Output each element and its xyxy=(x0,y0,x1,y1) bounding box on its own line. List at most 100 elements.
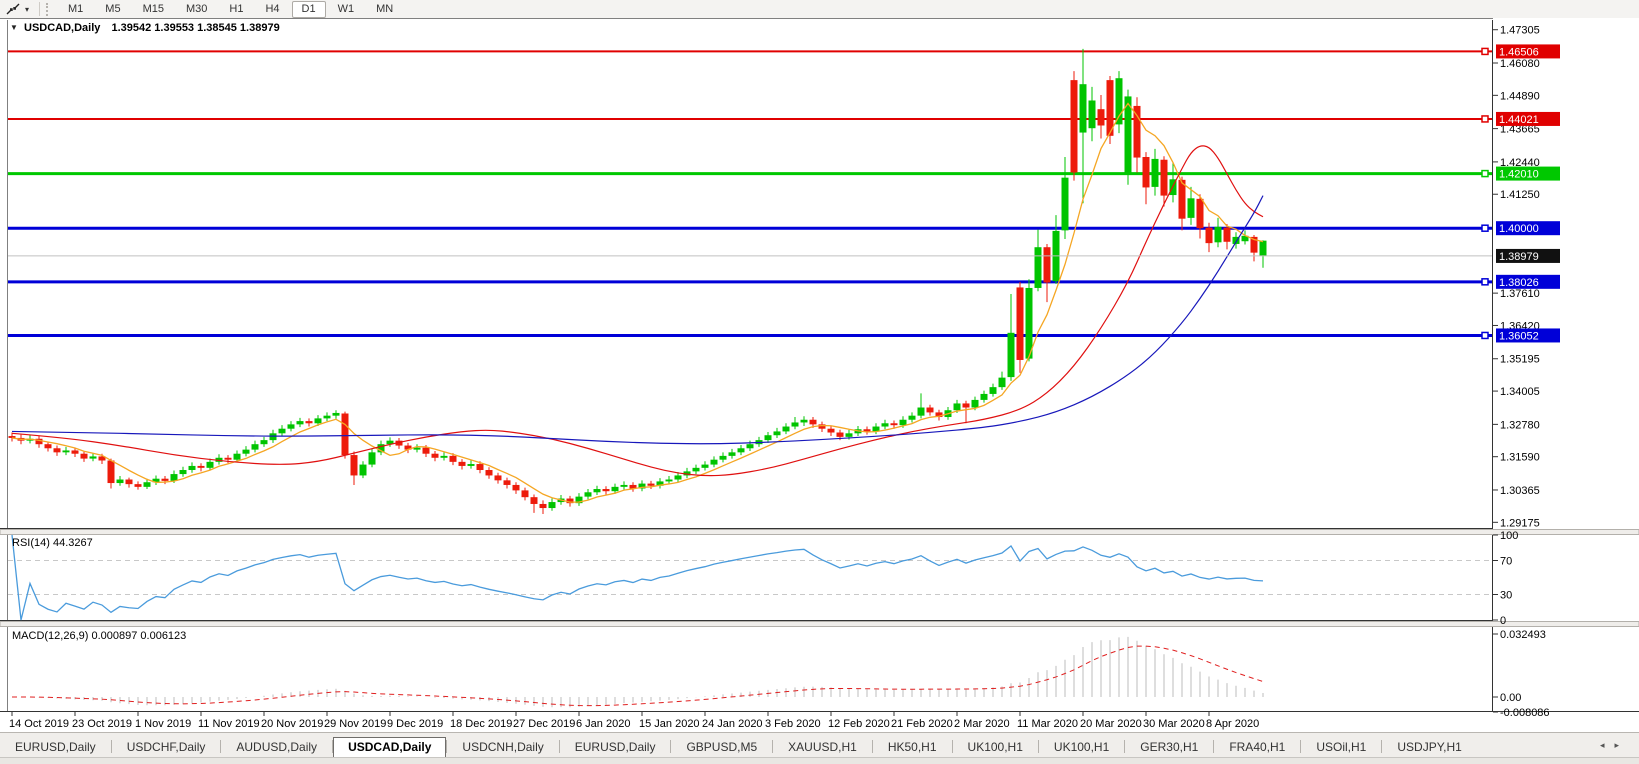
date-label: 12 Feb 2020 xyxy=(828,718,890,730)
timeframe-button-M15[interactable]: M15 xyxy=(142,2,164,15)
chart-tab-EURUSDDaily[interactable]: EURUSD,Daily xyxy=(574,740,656,754)
timeframe-button-group: M1 M5 M15 M30 H1 H4 D1 W1 MN xyxy=(57,0,404,18)
chart-tab-XAUUSDH1[interactable]: XAUUSD,H1 xyxy=(788,740,857,754)
chart-tab-USOilH1[interactable]: USOil,H1 xyxy=(1316,740,1367,754)
price-badge-1.44021-bg xyxy=(1496,111,1560,126)
chart-tab-USDJPYH1[interactable]: USDJPY,H1 xyxy=(1397,740,1462,754)
date-label: 20 Nov 2019 xyxy=(261,718,323,730)
status-bar xyxy=(0,757,1639,764)
chart-tab-USDCNHDaily[interactable]: USDCNH,Daily xyxy=(462,740,544,754)
line-handle-1.36052[interactable] xyxy=(1481,331,1489,340)
date-label: 1 Nov 2019 xyxy=(135,718,191,730)
line-handle-1.38026[interactable] xyxy=(1481,278,1489,286)
price-tick-label: 1.34005 xyxy=(1500,386,1540,398)
tab-separator xyxy=(871,740,873,753)
price-badge-1.42010: 1.42010 xyxy=(1499,169,1539,181)
date-label: 30 Mar 2020 xyxy=(1143,718,1205,730)
tab-scroll-left-icon[interactable]: ◂ xyxy=(1599,740,1615,750)
chart-tab-UK100H1[interactable]: UK100,H1 xyxy=(1053,740,1110,754)
timeframe-button-M1[interactable]: M1 xyxy=(68,2,84,15)
rsi-indicator-label: RSI(14) 44.3267 xyxy=(12,537,93,549)
rsi-axis-label: 0 xyxy=(1500,615,1506,627)
panel-separator[interactable] xyxy=(0,529,1639,535)
chart-symbol-label: USDCAD,Daily xyxy=(24,22,101,34)
tab-separator xyxy=(558,740,560,753)
tab-separator xyxy=(1213,740,1215,753)
chart-tab-USDCADDaily[interactable]: USDCAD,Daily xyxy=(333,737,447,758)
price-badge-1.42010-bg xyxy=(1496,166,1560,181)
price-badge-1.38026-bg xyxy=(1496,274,1560,289)
timeframe-button-M5[interactable]: M5 xyxy=(105,2,121,15)
chart-tab-AUDUSDDaily[interactable]: AUDUSD,Daily xyxy=(236,740,318,754)
price-tick-label: 1.35195 xyxy=(1500,354,1540,366)
timeframe-button-MN[interactable]: MN xyxy=(376,2,394,15)
price-badge-1.38026: 1.38026 xyxy=(1499,277,1539,289)
macd-histogram xyxy=(20,636,1264,708)
chart-tab-UK100H1[interactable]: UK100,H1 xyxy=(967,740,1023,754)
ma-slow-line xyxy=(11,195,1264,445)
macd-axis-label: 0.032493 xyxy=(1500,629,1546,641)
chart-tab-FRA40H1[interactable]: FRA40,H1 xyxy=(1229,740,1286,754)
price-axis-column[interactable] xyxy=(1493,18,1639,732)
line-handle-1.40000[interactable] xyxy=(1481,224,1489,232)
panel-separator[interactable] xyxy=(0,621,1639,627)
dropdown-caret-icon[interactable]: ▾ xyxy=(25,4,30,14)
ma-mid-line xyxy=(11,145,1264,477)
date-label: 23 Oct 2019 xyxy=(72,718,132,730)
tab-separator xyxy=(1124,740,1126,753)
date-label: 29 Nov 2019 xyxy=(324,718,386,730)
price-tick-label: 1.43665 xyxy=(1500,124,1540,136)
tab-scroll-right-icon[interactable]: ▸ xyxy=(1614,740,1629,750)
macd-axis-label: 0.00 xyxy=(1500,692,1521,704)
price-chart-canvas[interactable]: 1.47305 1.46080 1.44890 1.43665 1.42440 1.412… xyxy=(0,18,1639,732)
chart-tab-GER30H1[interactable]: GER30,H1 xyxy=(1140,740,1199,754)
macd-indicator-label: MACD(12,26,9) 0.000897 0.006123 xyxy=(12,630,187,642)
price-tick-label: 1.41250 xyxy=(1500,189,1540,201)
date-label: 11 Nov 2019 xyxy=(198,718,260,730)
macd-axis-label: -0.008086 xyxy=(1500,707,1550,719)
date-label: 2 Mar 2020 xyxy=(954,718,1010,730)
timeframe-button-H1[interactable]: H1 xyxy=(229,2,244,15)
chart-title: USDCAD,Daily 1.39542 1.39553 1.38545 1.3… xyxy=(24,22,280,34)
timeframe-button-H4[interactable]: H4 xyxy=(265,2,280,15)
timeframe-toolbar: ▾ M1 M5 M15 M30 H1 H4 D1 W1 MN xyxy=(0,0,1639,19)
chart-tab-USDCHFDaily[interactable]: USDCHF,Daily xyxy=(126,740,206,754)
current-price-badge-bg xyxy=(1496,248,1560,263)
chart-tab-GBPUSDM5[interactable]: GBPUSD,M5 xyxy=(686,740,758,754)
toolbar-divider xyxy=(39,2,41,16)
rsi-axis-label: 30 xyxy=(1500,590,1512,602)
toolbar-grip-handle[interactable] xyxy=(46,2,51,16)
date-label: 15 Jan 2020 xyxy=(639,718,700,730)
timeframe-button-M30[interactable]: M30 xyxy=(185,2,208,15)
tab-separator xyxy=(951,740,953,753)
price-badge-1.44021: 1.44021 xyxy=(1499,114,1539,126)
date-label: 9 Dec 2019 xyxy=(387,718,443,730)
chart-tool-button[interactable]: ▾ xyxy=(0,0,35,18)
price-tick-label: 1.42440 xyxy=(1500,157,1540,169)
price-tick-label: 1.47305 xyxy=(1500,25,1540,37)
timeframe-button-D1[interactable]: D1 xyxy=(291,0,326,18)
date-label: 21 Feb 2020 xyxy=(891,718,953,730)
tab-separator xyxy=(772,740,774,753)
line-handle-1.46506[interactable] xyxy=(1481,47,1489,56)
price-tick-label: 1.30365 xyxy=(1500,485,1540,497)
date-label: 6 Jan 2020 xyxy=(576,718,630,730)
one-click-collapse-icon[interactable]: ▼ xyxy=(10,23,18,32)
current-price-badge: 1.38979 xyxy=(1499,251,1539,263)
line-handle-1.42010[interactable] xyxy=(1481,169,1489,178)
date-label: 27 Dec 2019 xyxy=(513,718,575,730)
chart-tab-EURUSDDaily[interactable]: EURUSD,Daily xyxy=(15,740,96,754)
date-label: 24 Jan 2020 xyxy=(702,718,763,730)
chart-mode-icon xyxy=(6,3,20,14)
tab-separator xyxy=(1381,740,1383,753)
line-handle-1.44021[interactable] xyxy=(1481,115,1489,123)
price-badge-1.40000-bg xyxy=(1496,221,1560,236)
date-label: 20 Mar 2020 xyxy=(1080,718,1142,730)
chart-tab-HK50H1[interactable]: HK50,H1 xyxy=(887,740,937,754)
price-tick-label: 1.37610 xyxy=(1500,288,1540,300)
chart-ohlc-values: 1.39542 1.39553 1.38545 1.38979 xyxy=(111,22,280,34)
timeframe-button-W1[interactable]: W1 xyxy=(337,2,355,15)
date-label: 11 Mar 2020 xyxy=(1017,718,1078,730)
ma-fast-line xyxy=(11,102,1264,503)
